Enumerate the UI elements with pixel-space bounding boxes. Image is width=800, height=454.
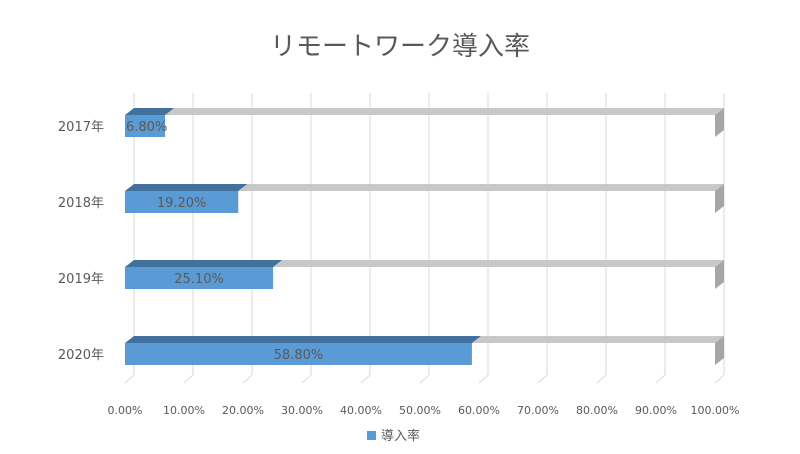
x-tick-label: 80.00% — [576, 404, 618, 417]
grid-line-floor — [419, 374, 430, 384]
grid-line-floor — [537, 374, 548, 384]
data-label: 19.20% — [157, 196, 207, 211]
data-label: 58.80% — [274, 348, 324, 363]
bar — [125, 343, 472, 365]
x-tick-label: 50.00% — [399, 404, 441, 417]
bar — [125, 191, 239, 213]
track-top — [273, 260, 724, 267]
grid-line-floor — [596, 374, 607, 384]
x-tick-label: 40.00% — [340, 404, 382, 417]
bar — [125, 267, 274, 289]
track-side — [715, 108, 724, 137]
track-top — [471, 336, 724, 343]
x-tick-label: 0.00% — [108, 404, 143, 417]
legend-swatch — [367, 431, 376, 440]
bar-top — [125, 260, 283, 267]
bar-group: 19.20% — [125, 184, 724, 213]
x-tick-label: 90.00% — [635, 404, 677, 417]
chart-title: リモートワーク導入率 — [270, 32, 530, 62]
x-tick-label: 10.00% — [163, 404, 205, 417]
bar-group: 6.80% — [125, 108, 724, 137]
grid-line-floor — [655, 374, 666, 384]
data-label: 6.80% — [126, 120, 167, 135]
bar-group: 25.10% — [125, 260, 724, 289]
x-tick-labels: 0.00% 10.00% 20.00% 30.00% 40.00% 50.00% 60.00… — [108, 404, 740, 417]
x-tick-label: 30.00% — [281, 404, 323, 417]
bars: 6.80% 19.20% 25.10% 58.80% — [125, 108, 724, 365]
grid-line-floor — [242, 374, 253, 384]
data-label: 25.10% — [174, 272, 224, 287]
x-tick-label: 20.00% — [222, 404, 264, 417]
legend: 導入率 — [367, 428, 420, 444]
grid-line-floor — [301, 374, 312, 384]
category-label: 2017年 — [58, 120, 104, 135]
bar-top — [125, 336, 481, 343]
category-label: 2018年 — [58, 196, 104, 211]
grid-line-floor — [360, 374, 371, 384]
track-top — [165, 108, 724, 115]
category-labels: 2017年 2018年 2019年 2020年 — [58, 120, 104, 363]
x-tick-label: 70.00% — [517, 404, 559, 417]
category-label: 2020年 — [58, 348, 104, 363]
x-tick-label: 100.00% — [691, 404, 740, 417]
grid-line-floor — [714, 374, 725, 384]
bar-group: 58.80% — [125, 336, 724, 365]
bar-top — [125, 184, 248, 191]
grid-line-floor — [183, 374, 194, 384]
track-side — [715, 336, 724, 365]
bar-top — [125, 108, 175, 115]
track-side — [715, 184, 724, 213]
track-top — [238, 184, 724, 191]
x-tick-label: 60.00% — [458, 404, 500, 417]
track-side — [715, 260, 724, 289]
grid-lines — [124, 93, 725, 384]
grid-line-floor — [478, 374, 489, 384]
legend-label: 導入率 — [381, 428, 420, 444]
category-label: 2019年 — [58, 272, 104, 287]
grid-line-floor — [124, 374, 135, 384]
bar — [125, 115, 166, 137]
